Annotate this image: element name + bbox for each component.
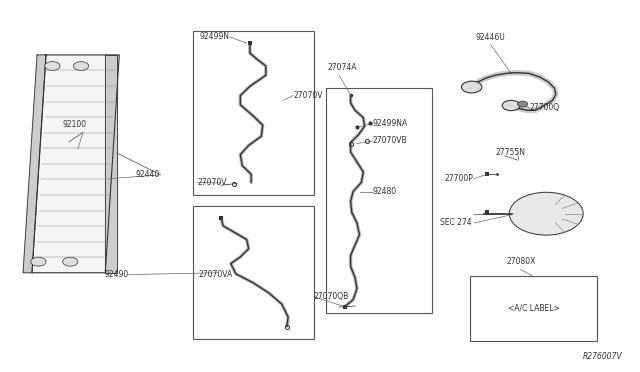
Text: 27070VB: 27070VB: [373, 137, 408, 145]
Polygon shape: [23, 55, 46, 273]
Circle shape: [518, 101, 528, 107]
Text: 27074A: 27074A: [328, 63, 357, 72]
Text: 92499NA: 92499NA: [373, 119, 408, 128]
Bar: [470, 276, 597, 341]
Text: 27070QB: 27070QB: [314, 292, 349, 301]
Polygon shape: [105, 55, 116, 273]
Text: 27755N: 27755N: [495, 148, 525, 157]
Circle shape: [502, 100, 520, 111]
Text: 92440: 92440: [135, 170, 159, 179]
Circle shape: [45, 62, 60, 70]
Circle shape: [461, 81, 482, 93]
Circle shape: [74, 62, 89, 70]
Text: <A/C LABEL>: <A/C LABEL>: [508, 303, 559, 312]
Bar: [193, 31, 314, 195]
Text: 27700Q: 27700Q: [529, 103, 559, 112]
Text: R276007V: R276007V: [583, 352, 623, 361]
Circle shape: [63, 257, 78, 266]
Bar: [193, 206, 314, 339]
Circle shape: [31, 257, 46, 266]
Polygon shape: [32, 55, 119, 273]
Text: 92490: 92490: [104, 270, 129, 279]
Text: 92499N: 92499N: [200, 32, 230, 41]
Text: 27700P: 27700P: [444, 174, 473, 183]
Bar: [326, 88, 431, 313]
Text: 27080X: 27080X: [506, 257, 536, 266]
Text: 27070V: 27070V: [198, 178, 227, 187]
Circle shape: [509, 192, 583, 235]
Text: 92100: 92100: [63, 120, 87, 129]
Text: 27070V: 27070V: [293, 91, 323, 100]
Text: 92446U: 92446U: [476, 33, 506, 42]
Text: 92480: 92480: [373, 187, 397, 196]
Text: 27070VA: 27070VA: [199, 270, 233, 279]
Text: SEC 274: SEC 274: [440, 218, 472, 227]
